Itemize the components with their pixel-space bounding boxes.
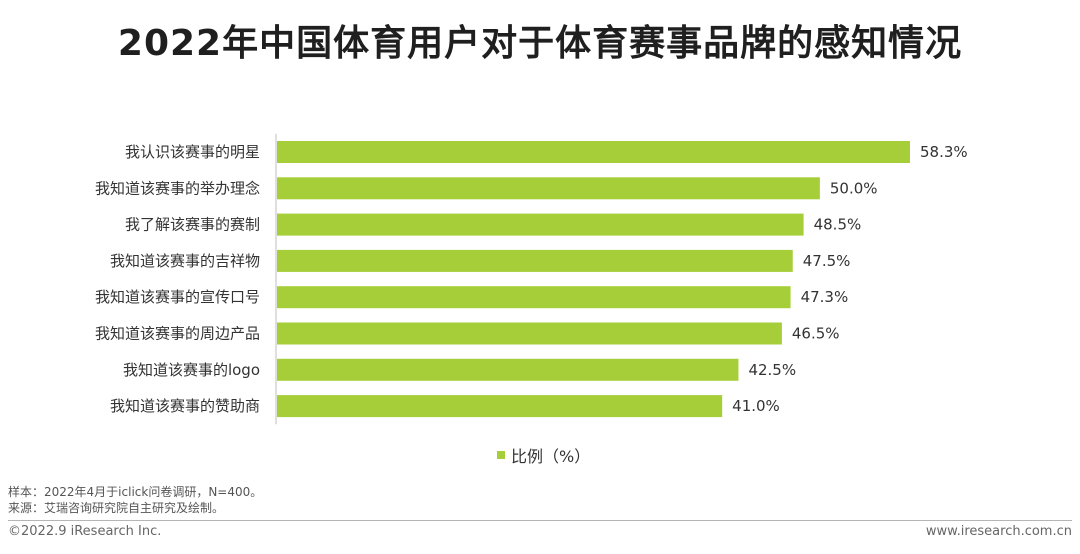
- category-label: 我知道该赛事的赞助商: [110, 397, 260, 415]
- category-label: 我知道该赛事的logo: [123, 361, 260, 379]
- bar: [277, 358, 739, 381]
- chart-legend: 比例（%）: [497, 443, 590, 467]
- website-text: www.iresearch.com.cn: [925, 524, 1072, 539]
- data-label: 47.5%: [803, 252, 851, 270]
- bar: [277, 322, 782, 345]
- bar: [277, 249, 793, 272]
- source-note: 来源：艾瑞咨询研究院自主研究及绘制。: [8, 501, 225, 515]
- data-label: 58.3%: [920, 143, 968, 161]
- bar: [277, 395, 723, 418]
- bar: [277, 141, 910, 163]
- legend-label: 比例（%）: [511, 447, 591, 466]
- category-label: 我知道该赛事的举办理念: [95, 179, 260, 197]
- category-label: 我知道该赛事的宣传口号: [95, 288, 260, 306]
- data-label: 41.0%: [732, 397, 780, 415]
- copyright-text: ©2022.9 iResearch Inc.: [8, 524, 162, 539]
- category-label: 我认识该赛事的明星: [125, 143, 260, 161]
- data-label: 42.5%: [748, 361, 796, 379]
- category-label: 我知道该赛事的吉祥物: [110, 252, 260, 270]
- data-label: 48.5%: [814, 216, 862, 234]
- category-label: 我了解该赛事的赛制: [125, 216, 260, 234]
- sample-note: 样本：2022年4月于iclick问卷调研，N=400。: [8, 485, 263, 499]
- bar: [277, 213, 804, 236]
- bar: [277, 286, 791, 309]
- chart-title: 2022年中国体育用户对于体育赛事品牌的感知情况: [117, 23, 963, 64]
- chart-notes: 样本：2022年4月于iclick问卷调研，N=400。 来源：艾瑞咨询研究院自…: [8, 484, 262, 516]
- legend-swatch: [497, 451, 505, 459]
- data-label: 46.5%: [792, 325, 840, 343]
- data-label: 50.0%: [830, 179, 878, 197]
- footer-divider: [8, 520, 1072, 521]
- category-label: 我知道该赛事的周边产品: [95, 325, 260, 343]
- bar: [277, 177, 820, 200]
- data-label: 47.3%: [801, 288, 849, 306]
